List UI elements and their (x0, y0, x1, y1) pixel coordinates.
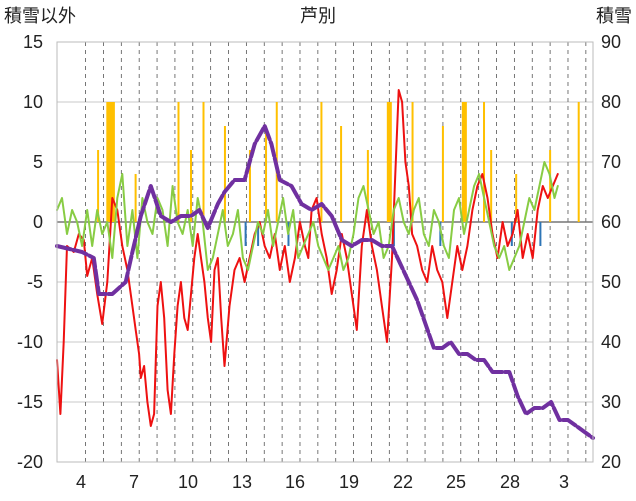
x-tick-label: 22 (393, 472, 413, 492)
precipitation-bar (461, 102, 467, 222)
precipitation-bar (366, 150, 369, 222)
plot-frame (56, 41, 594, 463)
negative-bar (439, 222, 442, 246)
left-tick-label: 0 (33, 212, 43, 232)
temperature-line (56, 89, 559, 427)
precipitation-bar (411, 102, 414, 222)
right-axis-title: 積雪 (596, 6, 632, 27)
right-tick-label: 60 (601, 212, 621, 232)
x-tick-label: 4 (76, 472, 86, 492)
negative-bar (257, 222, 260, 246)
left-tick-label: 15 (23, 32, 43, 52)
x-tick-label: 13 (232, 472, 252, 492)
precipitation-bar (549, 150, 552, 222)
precipitation-bar (202, 102, 205, 222)
precipitation-bar (177, 102, 180, 222)
left-tick-label: -20 (17, 452, 43, 472)
right-tick-label: 80 (601, 92, 621, 112)
left-tick-label: -15 (17, 392, 43, 412)
precipitation-bar (515, 174, 518, 222)
left-tick-label: -5 (27, 272, 43, 292)
x-tick-label: 7 (129, 472, 139, 492)
right-tick-label: 20 (601, 452, 621, 472)
plot-border (56, 41, 594, 463)
precipitation-bar (483, 102, 486, 222)
right-tick-label: 30 (601, 392, 621, 412)
series-lines (55, 89, 595, 440)
right-tick-label: 50 (601, 272, 621, 292)
snow-depth-line (55, 124, 595, 440)
chart-title: 芦別 (300, 6, 336, 27)
left-tick-label: 5 (33, 152, 43, 172)
x-tick-label: 25 (446, 472, 466, 492)
precipitation-bar (190, 150, 192, 222)
x-tick-label: 19 (339, 472, 359, 492)
precipitation-bar (577, 102, 580, 222)
precipitation-bar (265, 126, 268, 222)
right-tick-label: 90 (601, 32, 621, 52)
precipitation-bar (109, 102, 115, 222)
x-axis-ticks: 4 7 10 13 16 19 22 25 28 3 (76, 472, 569, 492)
x-tick-label: 3 (559, 472, 569, 492)
precipitation-bar (134, 174, 137, 222)
precipitation-bar (320, 102, 323, 222)
left-axis-title: 積雪以外 (4, 6, 76, 27)
precipitation-bar (106, 102, 112, 222)
precipitation-bar (441, 126, 444, 222)
left-axis-ticks: 15 10 5 0 -5 -10 -15 -20 (17, 32, 43, 472)
precipitation-bar (97, 150, 100, 222)
x-tick-label: 10 (178, 472, 198, 492)
precipitation-bar (490, 150, 493, 222)
precipitation-bar (340, 126, 343, 222)
precipitation-bar (386, 102, 392, 222)
right-tick-label: 70 (601, 152, 621, 172)
negative-bar (539, 222, 542, 246)
x-tick-label: 16 (285, 472, 305, 492)
precipitation-bar (248, 150, 251, 222)
x-tick-label: 28 (500, 472, 520, 492)
precipitation-bar (223, 126, 226, 222)
left-tick-label: 10 (23, 92, 43, 112)
right-tick-label: 40 (601, 332, 621, 352)
right-axis-ticks: 90 80 70 60 50 40 30 20 (601, 32, 621, 472)
negative-bar (244, 222, 247, 246)
left-tick-label: -10 (17, 332, 43, 352)
